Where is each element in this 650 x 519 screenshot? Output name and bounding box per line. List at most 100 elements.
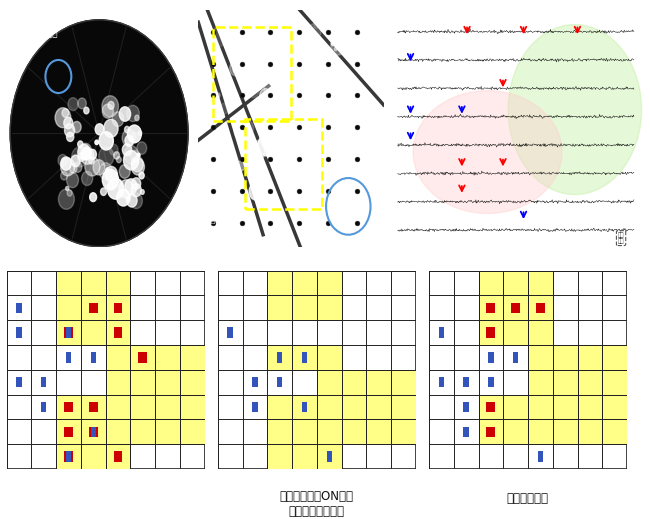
Bar [89, 402, 98, 412]
Bar [90, 427, 96, 437]
Bar [302, 402, 307, 412]
Bar [478, 271, 503, 295]
Circle shape [308, 107, 313, 113]
Circle shape [102, 95, 118, 117]
Circle shape [84, 107, 89, 114]
Circle shape [95, 124, 104, 135]
Bar [64, 427, 73, 437]
Circle shape [55, 108, 71, 128]
Bar [391, 370, 416, 394]
Circle shape [58, 155, 68, 166]
Bar [56, 271, 81, 295]
Bar [578, 394, 603, 419]
Circle shape [78, 98, 86, 109]
Circle shape [120, 165, 130, 179]
Bar [81, 295, 105, 320]
Bar [292, 419, 317, 444]
Circle shape [105, 167, 118, 182]
Circle shape [216, 93, 220, 98]
Bar [317, 271, 342, 295]
Bar [317, 444, 342, 469]
Bar [512, 303, 520, 313]
Bar [463, 402, 469, 412]
Circle shape [140, 189, 144, 194]
Bar [41, 377, 46, 387]
Bar [267, 394, 292, 419]
Circle shape [233, 65, 239, 74]
Bar [342, 419, 367, 444]
Circle shape [60, 158, 75, 176]
Bar [89, 303, 98, 313]
Circle shape [114, 152, 120, 159]
Circle shape [251, 76, 261, 88]
Bar [486, 427, 495, 437]
Circle shape [324, 162, 333, 173]
Bar [131, 394, 155, 419]
Circle shape [276, 21, 292, 43]
Circle shape [231, 118, 235, 123]
Bar [292, 271, 317, 295]
Circle shape [112, 112, 124, 127]
Circle shape [95, 140, 98, 145]
Bar [155, 345, 180, 370]
Bar [553, 394, 578, 419]
Circle shape [265, 20, 270, 26]
Circle shape [101, 188, 107, 196]
Circle shape [77, 153, 84, 161]
Bar [528, 271, 553, 295]
Bar [267, 271, 292, 295]
Circle shape [104, 119, 118, 138]
Bar [252, 402, 257, 412]
Bar [81, 419, 105, 444]
Circle shape [10, 20, 188, 247]
Bar [578, 370, 603, 394]
Bar [56, 419, 81, 444]
Circle shape [292, 108, 302, 120]
Circle shape [122, 129, 135, 146]
Circle shape [73, 162, 82, 172]
Bar [81, 444, 105, 469]
Circle shape [67, 190, 72, 196]
Bar [367, 419, 391, 444]
Circle shape [71, 155, 80, 167]
Bar [488, 352, 494, 363]
Bar [503, 419, 528, 444]
Circle shape [99, 147, 114, 166]
Bar [553, 345, 578, 370]
Bar [317, 419, 342, 444]
Bar [603, 370, 627, 394]
Circle shape [220, 103, 228, 114]
Circle shape [330, 40, 342, 56]
Bar [486, 327, 495, 338]
Circle shape [332, 42, 335, 46]
Bar [391, 419, 416, 444]
Circle shape [72, 121, 81, 132]
Bar [439, 327, 444, 338]
Text: 視細胞からのON反応
入力シグナル遷断: 視細胞からのON反応 入力シグナル遷断 [280, 490, 354, 518]
Circle shape [334, 175, 341, 183]
Circle shape [234, 122, 248, 140]
Bar [244, 119, 322, 209]
Circle shape [211, 27, 226, 47]
Circle shape [254, 97, 266, 113]
Bar [56, 444, 81, 469]
Bar [503, 394, 528, 419]
Bar [326, 452, 332, 462]
Bar [114, 452, 122, 462]
Circle shape [249, 183, 263, 200]
Bar [292, 345, 317, 370]
Bar [105, 271, 131, 295]
Bar [292, 295, 317, 320]
Bar [56, 295, 81, 320]
Circle shape [66, 172, 79, 188]
Bar [180, 419, 205, 444]
Bar [478, 419, 503, 444]
Circle shape [64, 124, 75, 137]
Bar [317, 295, 342, 320]
Bar [317, 394, 342, 419]
Bar [90, 352, 96, 363]
Bar [478, 295, 503, 320]
Bar [66, 327, 72, 338]
Circle shape [88, 149, 96, 159]
Bar [292, 394, 317, 419]
